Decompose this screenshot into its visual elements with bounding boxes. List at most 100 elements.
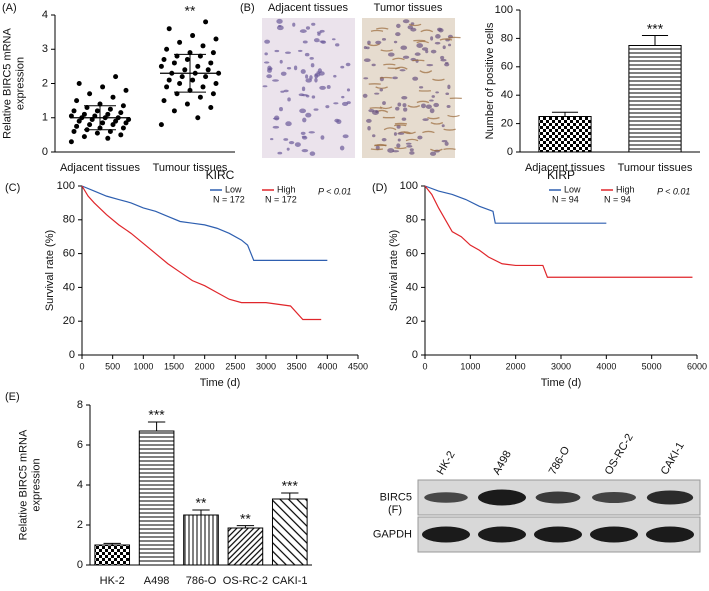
data-point [208,104,214,110]
cell-nucleus [379,88,384,92]
y-tick-label: 100 [495,4,513,16]
cell-nucleus [274,49,280,53]
x-tick-label: 500 [105,361,120,371]
data-point [74,123,80,129]
cell-nucleus [272,125,280,129]
cell-nucleus [382,101,386,105]
y-axis-label: Survival rate (%) [388,230,400,311]
cell-nucleus [430,49,437,54]
cell-nucleus [346,101,351,105]
cell-nucleus [392,76,398,80]
stain [403,131,416,135]
x-tick-label: 2000 [506,361,526,371]
cell-nucleus [363,46,367,50]
cell-nucleus [375,40,382,45]
data-point [113,118,119,124]
stain [408,23,422,27]
data-point [200,84,206,90]
stain [419,70,433,74]
data-point [110,94,116,100]
cell-nucleus [313,108,319,111]
p-value: P < 0.01 [318,186,351,196]
blot-band [478,526,526,543]
chart-title: KIRC [206,168,235,182]
x-axis-label: Time (d) [541,377,582,389]
cell-nucleus [283,138,289,141]
cell-nucleus [425,49,429,54]
cell-nucleus [444,62,450,67]
cell-nucleus [402,19,410,24]
stain [394,66,408,70]
cell-nucleus [395,32,401,37]
stain [379,106,393,110]
data-point [118,110,124,116]
data-point [210,91,216,97]
cell-nucleus [440,55,445,60]
stain [392,57,405,61]
data-point [197,94,203,100]
stain [422,130,435,134]
cell-nucleus [419,86,424,89]
chart-title: KIRP [547,168,575,182]
image-label: Adjacent tissues [268,2,349,14]
y-tick-label: 100 [57,180,75,192]
legend-n: N = 172 [265,194,297,204]
y-tick-label: 80 [406,214,418,226]
data-point [81,111,87,117]
cell-nucleus [381,38,387,41]
x-tick-label: 0 [422,361,427,371]
cell-nucleus [431,95,435,98]
data-point [123,120,129,126]
x-tick-label: A498 [144,575,170,587]
data-point [210,50,216,56]
legend-n: N = 94 [552,194,579,204]
data-point [213,81,219,86]
cell-nucleus [326,84,331,89]
cell-nucleus [276,18,283,24]
cell-nucleus [341,95,345,99]
stain [416,100,430,104]
bar [538,116,592,153]
cell-nucleus [414,52,421,56]
data-point [81,134,87,140]
significance: *** [148,407,165,423]
data-point [179,74,185,80]
cell-nucleus [301,86,306,92]
y-tick-label: 0 [42,146,48,158]
blot-band [646,526,694,543]
cell-nucleus [264,39,271,44]
cell-nucleus [280,90,285,93]
cell-nucleus [372,134,376,138]
y-tick-label: 100 [400,180,418,192]
data-point [166,26,172,32]
cell-nucleus [346,88,351,92]
cell-nucleus [403,107,408,112]
data-point [71,128,77,134]
cell-nucleus [440,58,447,62]
y-tick-label: 80 [63,214,75,226]
row-label: GAPDH [373,528,412,540]
cell-nucleus [320,135,325,140]
cell-nucleus [302,40,308,44]
y-tick-label: 1 [42,112,48,124]
data-point [205,67,211,73]
cell-nucleus [300,69,306,74]
data-point [87,91,93,97]
data-point [76,81,82,86]
y-tick-label: 8 [77,399,83,411]
cell-nucleus [262,85,268,88]
x-tick-label: 5000 [642,361,662,371]
cell-nucleus [371,63,376,67]
cell-nucleus [278,24,282,28]
bar [94,544,131,566]
x-tick-label: 4500 [348,361,368,371]
cell-nucleus [340,65,345,69]
data-point [120,125,126,131]
cell-nucleus [333,102,339,105]
cell-nucleus [319,40,326,43]
cell-nucleus [279,59,283,64]
cell-nucleus [292,22,296,27]
data-point [208,60,214,66]
cell-nucleus [441,124,445,128]
